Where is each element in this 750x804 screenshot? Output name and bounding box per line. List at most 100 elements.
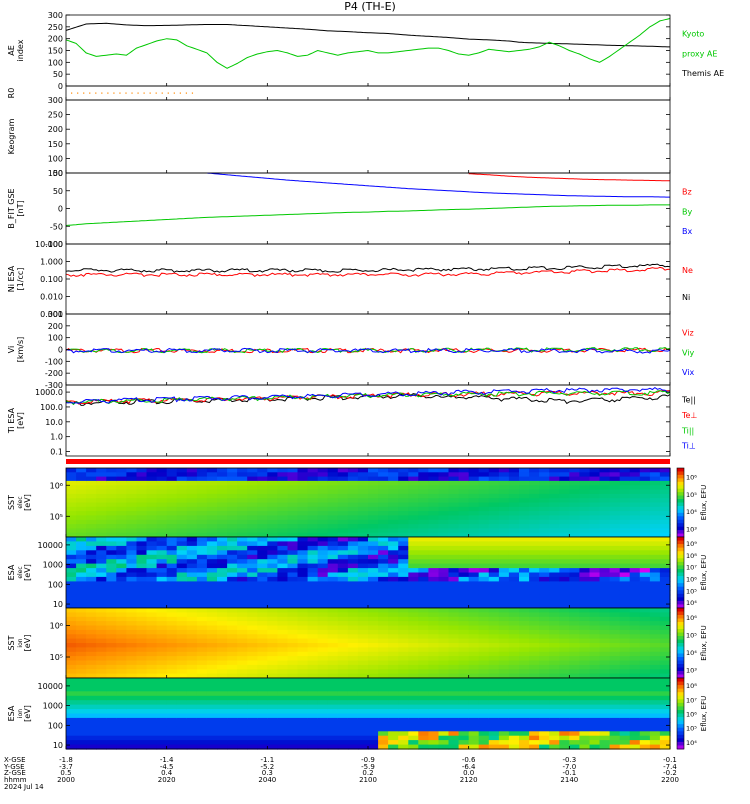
heatmap-cell (629, 673, 641, 679)
heatmap-cell (378, 612, 389, 618)
heatmap-cell (327, 695, 339, 701)
heatmap-cell (589, 713, 601, 719)
heatmap-cell (639, 612, 651, 618)
y-tick-label: 100 (48, 721, 63, 730)
heatmap-cell (166, 608, 178, 613)
heatmap-cell (206, 704, 218, 710)
heatmap-cell (659, 563, 671, 569)
heatmap-cell (649, 528, 661, 534)
heatmap-cell (378, 489, 389, 495)
y-axis-label: SST elec [eV] (7, 494, 32, 511)
heatmap-cell (378, 472, 389, 478)
heatmap-cell (478, 498, 490, 504)
heatmap-cell (357, 545, 369, 551)
heatmap-cell (519, 506, 530, 512)
heatmap-cell (659, 559, 671, 565)
heatmap-cell (448, 498, 460, 504)
heatmap-cell (217, 735, 228, 741)
heatmap-cell (317, 682, 329, 688)
heatmap-cell (539, 625, 550, 631)
heatmap-cell (539, 480, 550, 486)
heatmap-cell (589, 515, 601, 521)
colorbar-segment (677, 667, 684, 672)
heatmap-cell (519, 616, 530, 622)
heatmap-cell (206, 476, 218, 482)
heatmap-cell (106, 744, 117, 750)
heatmap-cell (186, 502, 198, 508)
colorbar-segment (677, 565, 684, 570)
heatmap-cell (519, 678, 530, 683)
heatmap-cell (86, 537, 97, 542)
heatmap-cell (227, 603, 238, 609)
heatmap-cell (267, 686, 278, 692)
heatmap-cell (519, 647, 530, 653)
heatmap-cell (418, 468, 429, 473)
heatmap-cell (579, 673, 591, 679)
x-tick-label: 0.0 (463, 769, 474, 777)
heatmap-cell (649, 673, 661, 679)
heatmap-cell (156, 576, 168, 582)
heatmap-cell (458, 621, 470, 627)
heatmap-cell (196, 476, 208, 482)
heatmap-cell (307, 682, 319, 688)
heatmap-cell (398, 493, 409, 499)
heatmap-cell (96, 554, 107, 560)
heatmap-cell (458, 568, 470, 574)
heatmap-cell (488, 643, 500, 648)
heatmap-cell (398, 590, 409, 596)
heatmap-cell (247, 709, 258, 715)
heatmap-cell (297, 678, 309, 683)
heatmap-cell (478, 678, 490, 683)
heatmap-cell (267, 704, 278, 710)
heatmap-cell (237, 651, 248, 657)
heatmap-cell (317, 722, 329, 728)
heatmap-cell (287, 581, 299, 587)
heatmap-cell (639, 476, 651, 482)
heatmap-cell (186, 638, 198, 644)
heatmap-cell (176, 682, 188, 688)
heatmap-cell (468, 695, 480, 701)
y-axis-label-sup: elec (17, 566, 24, 578)
heatmap-cell (418, 608, 429, 613)
heatmap-cell (629, 572, 641, 578)
heatmap-cell (247, 498, 258, 504)
heatmap-cell (247, 691, 258, 697)
heatmap-cell (347, 656, 359, 662)
heatmap-cell (468, 612, 480, 618)
heatmap-cell (468, 472, 480, 478)
heatmap-cell (529, 726, 540, 732)
r0-dot (107, 92, 109, 94)
heatmap-cell (237, 603, 248, 609)
heatmap-cell (277, 621, 289, 627)
heatmap-cell (287, 673, 299, 679)
heatmap-cell (529, 735, 540, 741)
heatmap-cell (609, 506, 621, 512)
y-tick-label: 200 (48, 35, 63, 44)
heatmap-cell (438, 515, 450, 521)
heatmap-cell (347, 731, 359, 737)
heatmap-cell (599, 656, 611, 662)
heatmap-cell (176, 537, 188, 542)
heatmap-cell (196, 744, 208, 750)
heatmap-cell (257, 691, 268, 697)
heatmap-cell (368, 678, 379, 683)
heatmap-cell (559, 472, 570, 478)
heatmap-cell (579, 468, 591, 473)
heatmap-cell (106, 585, 117, 591)
heatmap-cell (478, 608, 490, 613)
heatmap-cell (438, 621, 450, 627)
series-line-ne (65, 266, 671, 278)
heatmap-cell (196, 686, 208, 692)
heatmap-cell (508, 554, 520, 560)
heatmap-cell (66, 559, 77, 565)
heatmap-cell (287, 678, 299, 683)
heatmap-cell (247, 468, 258, 473)
heatmap-cell (408, 656, 419, 662)
heatmap-cell (96, 502, 107, 508)
y-axis-label-unit: [eV] (23, 705, 32, 722)
heatmap-cell (166, 704, 178, 710)
heatmap-cell (559, 480, 570, 486)
heatmap-cell (508, 594, 520, 600)
heatmap-cell (267, 545, 278, 551)
